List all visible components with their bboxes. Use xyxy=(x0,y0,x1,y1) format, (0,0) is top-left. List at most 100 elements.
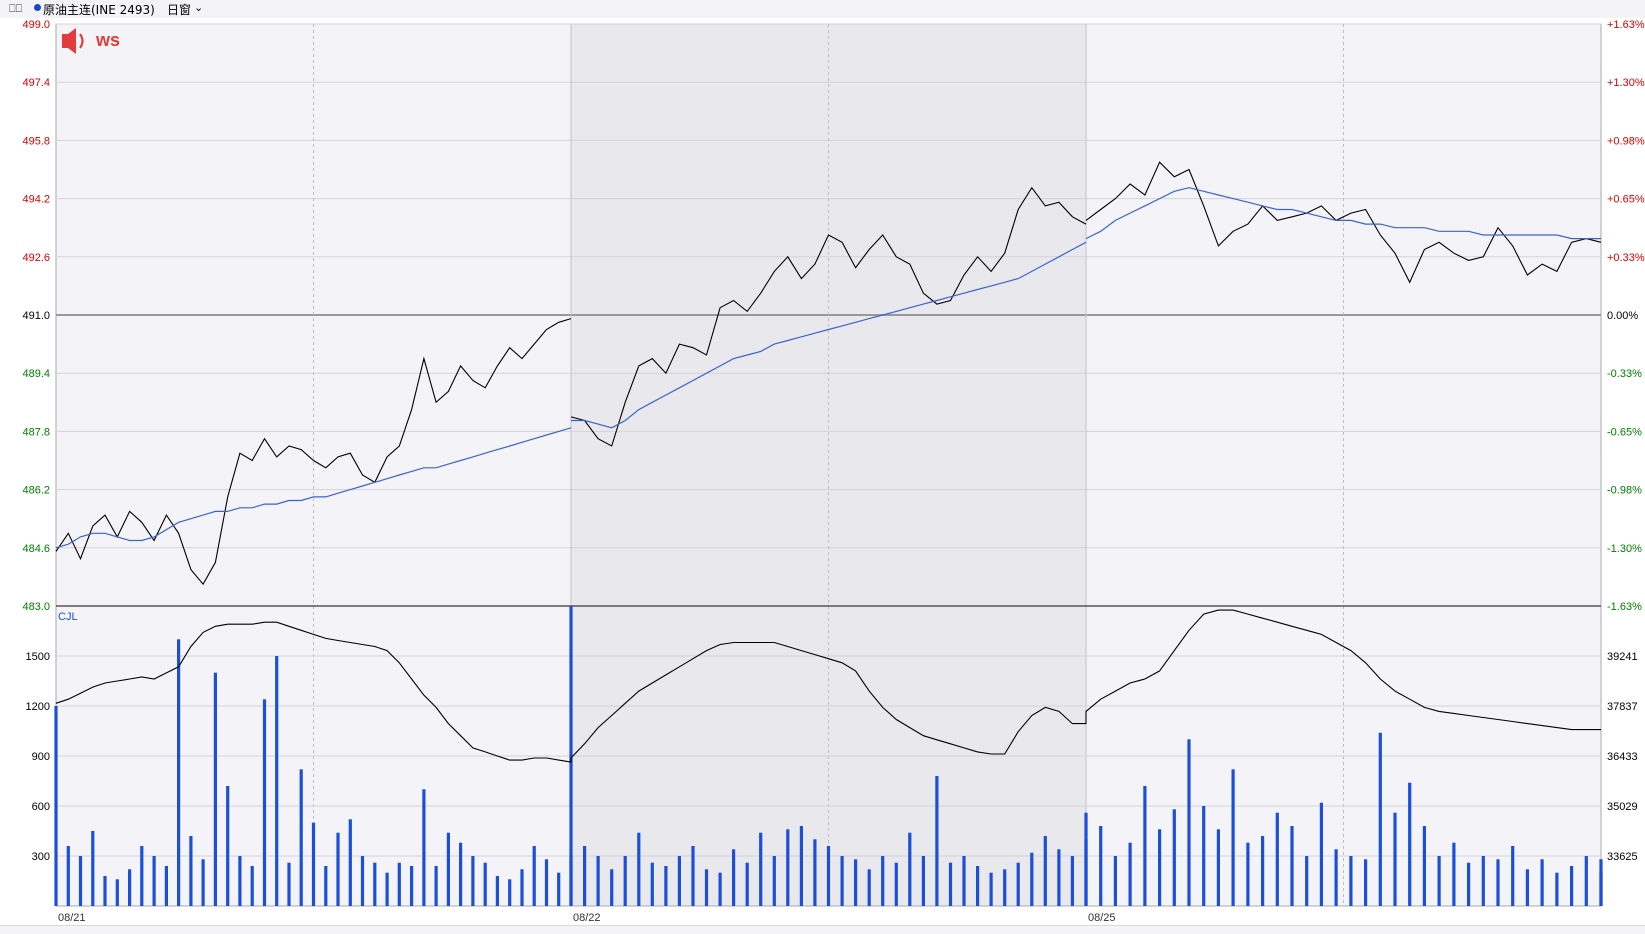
volume-bar xyxy=(569,606,573,906)
price-tick-label: 494.2 xyxy=(22,194,50,206)
instrument-title[interactable]: 原油主连(INE 2493) xyxy=(43,3,155,17)
volume-bar xyxy=(434,866,438,906)
intraday-chart[interactable]: 499.0 +1.63% 497.4 +1.30% 495.8 +0.98% 494.2 +0… xyxy=(0,18,1645,925)
speaker-wave xyxy=(79,33,84,49)
volume-bar xyxy=(1555,872,1559,906)
volume-tick-label: 1500 xyxy=(26,651,50,663)
volume-bar xyxy=(1275,812,1279,906)
volume-bar xyxy=(1113,856,1117,906)
volume-bar xyxy=(1187,739,1191,906)
volume-title: CJL xyxy=(58,611,78,623)
percent-tick-label: +1.63% xyxy=(1607,19,1645,31)
price-tick-label: 495.8 xyxy=(22,135,50,147)
volume-bar xyxy=(373,862,377,906)
price-tick-label: 487.8 xyxy=(22,426,50,438)
volume-bar xyxy=(544,859,549,906)
chevron-down-icon[interactable]: ⌄ xyxy=(194,1,204,14)
date-axis-label: 08/22 xyxy=(573,912,601,924)
open-interest-line xyxy=(55,609,1601,763)
open-interest-tick-label: 33625 xyxy=(1607,851,1638,863)
instrument-dot xyxy=(34,4,41,11)
volume-bar xyxy=(78,856,83,906)
volume-bar xyxy=(664,866,668,906)
price-line xyxy=(570,186,1087,447)
volume-bar xyxy=(1496,859,1500,906)
volume-bar xyxy=(1334,849,1338,906)
volume-bar xyxy=(385,872,389,906)
volume-bar xyxy=(262,699,267,906)
volume-bar xyxy=(894,862,898,906)
percent-tick-label: -1.30% xyxy=(1607,543,1642,555)
volume-bar xyxy=(54,706,58,906)
percent-tick-label: +0.65% xyxy=(1607,194,1645,206)
volume-bar xyxy=(1540,859,1544,906)
volume-bar xyxy=(1290,826,1294,906)
volume-bar xyxy=(483,862,487,906)
volume-bar xyxy=(91,831,95,906)
volume-bar xyxy=(921,856,925,906)
volume-bar xyxy=(1599,859,1603,906)
price-tick-label: 484.6 xyxy=(22,543,50,555)
volume-bar xyxy=(772,856,776,906)
volume-bar xyxy=(1584,856,1588,906)
volume-bar xyxy=(459,842,463,906)
volume-bar xyxy=(1364,859,1368,906)
percent-tick-label: -0.33% xyxy=(1607,368,1642,380)
volume-bar xyxy=(1408,782,1412,906)
period-selector[interactable]: 日窗 xyxy=(167,3,192,17)
volume-bar xyxy=(164,866,168,906)
volume-bar xyxy=(1261,836,1265,906)
percent-tick-label: +0.98% xyxy=(1607,135,1645,147)
volume-bar xyxy=(1057,849,1061,906)
average-price-line xyxy=(571,241,1087,429)
price-tick-label: 492.6 xyxy=(22,252,50,264)
volume-tick-label: 900 xyxy=(32,751,50,763)
volume-bar xyxy=(704,869,709,906)
volume-bar xyxy=(948,862,953,906)
volume-bar xyxy=(1016,862,1020,906)
volume-bar xyxy=(976,866,980,906)
volume-bar xyxy=(962,856,966,906)
volume-bar xyxy=(238,856,242,906)
price-tick-label: 489.4 xyxy=(22,368,50,380)
average-price-line xyxy=(55,427,572,549)
volume-bar xyxy=(1158,829,1162,906)
price-tick-label: 486.2 xyxy=(22,485,50,497)
volume-bar xyxy=(336,832,340,906)
volume-bar xyxy=(1349,856,1353,906)
volume-bar xyxy=(532,846,536,906)
volume-bar xyxy=(1422,826,1426,906)
volume-bar xyxy=(446,832,450,906)
volume-bar xyxy=(128,869,132,906)
volume-bar xyxy=(1319,802,1323,906)
open-interest-tick-label: 39241 xyxy=(1607,651,1638,663)
chart-toolbar: ⎕⎕ 原油主连(INE 2493) 日窗 ⌄ xyxy=(0,0,1645,19)
link-icon[interactable]: ⎕⎕ xyxy=(9,2,23,15)
volume-bar xyxy=(495,876,499,906)
volume-bar xyxy=(596,856,600,906)
percent-tick-label: -1.63% xyxy=(1607,601,1642,613)
volume-bar xyxy=(287,862,291,906)
price-line xyxy=(1085,161,1602,284)
volume-bar xyxy=(840,856,844,906)
volume-bar xyxy=(397,862,401,906)
percent-tick-label: -0.65% xyxy=(1607,426,1642,438)
volume-bar xyxy=(1525,869,1529,906)
logo-text: ws xyxy=(95,30,120,50)
volume-bar xyxy=(745,862,749,906)
volume-bar xyxy=(1570,866,1574,906)
volume-bar xyxy=(213,672,217,906)
volume-bar xyxy=(348,819,352,906)
volume-tick-label: 600 xyxy=(32,801,50,813)
volume-bar xyxy=(637,832,641,906)
volume-bar xyxy=(520,869,524,906)
volume-bar xyxy=(1030,852,1034,906)
volume-bar xyxy=(1437,856,1441,906)
volume-bar xyxy=(250,866,254,906)
volume-bar xyxy=(881,856,885,906)
percent-tick-label: +1.30% xyxy=(1607,77,1645,89)
date-axis-label: 08/21 xyxy=(58,912,86,924)
price-tick-label: 497.4 xyxy=(22,77,50,89)
volume-bar xyxy=(360,856,365,906)
volume-bar xyxy=(583,846,587,906)
